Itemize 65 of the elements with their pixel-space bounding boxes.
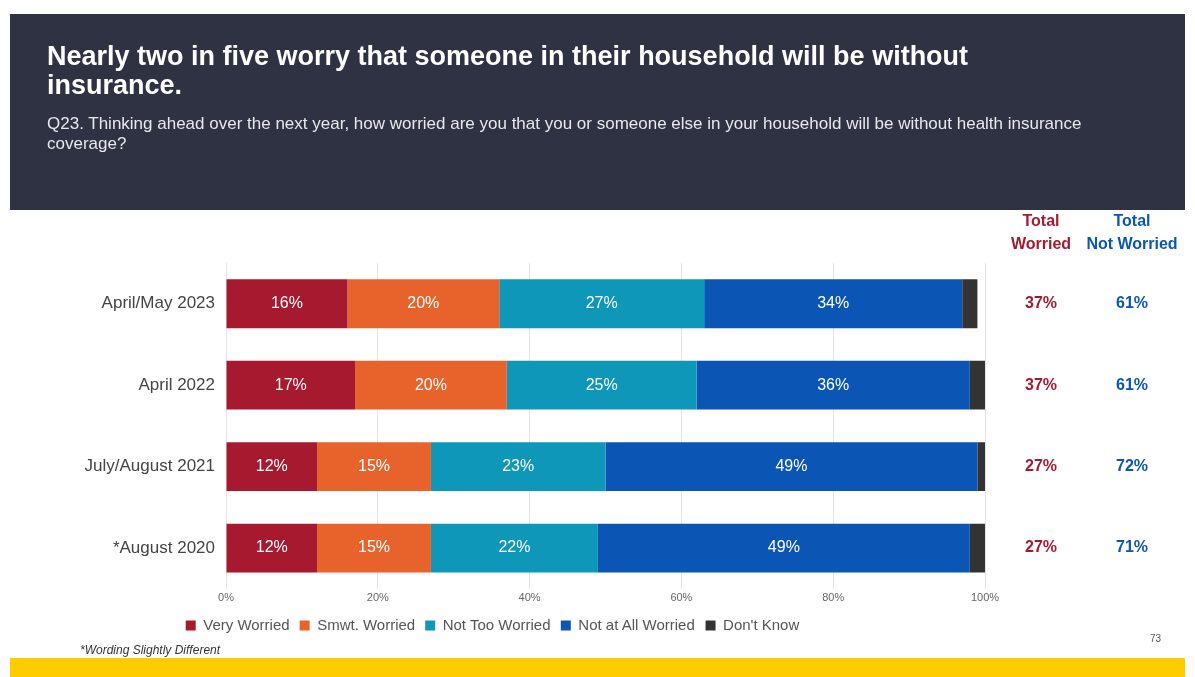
data-label: 16% (270, 294, 303, 312)
data-label: 20% (414, 375, 447, 393)
bar (226, 279, 348, 329)
data-label: 12% (255, 457, 288, 475)
y-tick-label: *August 2020 (112, 537, 215, 557)
x-tick-label: 40% (518, 591, 541, 604)
bar (430, 442, 606, 492)
bar (430, 523, 598, 573)
bar (317, 442, 431, 492)
bar (226, 360, 356, 410)
x-tick-label: 20% (366, 591, 390, 604)
text: 37% (1024, 375, 1058, 393)
text: 27% (1024, 538, 1058, 556)
text: Total Not Worried (1086, 212, 1178, 253)
bar (696, 360, 970, 410)
data-label: 27% (585, 294, 618, 312)
x-tick-label: 80% (822, 591, 845, 604)
bar (977, 442, 985, 492)
data-label: 25% (585, 375, 618, 393)
bar (962, 279, 978, 329)
y-tick-label: April 2022 (138, 374, 215, 394)
data-label: 15% (357, 538, 391, 556)
text: 27% (1024, 457, 1058, 475)
text: 61% (1115, 294, 1149, 312)
data-label: 15% (357, 457, 391, 475)
legend-label: Don't Know (723, 615, 800, 633)
legend-label: Not at All Worried (578, 615, 695, 633)
text: 71% (1115, 538, 1149, 556)
bar (605, 442, 978, 492)
x-tick-label: 100% (970, 591, 1000, 604)
data-label: 36% (817, 375, 850, 393)
bar (506, 360, 697, 410)
data-label: 22% (498, 538, 531, 556)
y-tick-label: April/May 2023 (101, 293, 215, 313)
bar (969, 523, 985, 573)
data-label: 20% (407, 294, 440, 312)
y-tick-label: July/August 2021 (84, 456, 215, 476)
text: Total Worried (1010, 212, 1072, 253)
legend-label: Smwt. Worried (317, 615, 416, 633)
text: 72% (1115, 457, 1149, 475)
text: 37% (1024, 294, 1058, 312)
text: 73 (1150, 633, 1162, 644)
bar (499, 279, 705, 329)
text: *Wording Slightly Different (80, 643, 221, 657)
bar (317, 523, 431, 573)
bar (226, 442, 318, 492)
chart-subtitle: Q23. Thinking ahead over the next year, how worried are you that you or someone else in your household will be without health insurance coverage? (47, 114, 1083, 154)
x-tick-label: 60% (670, 591, 693, 604)
bar (347, 279, 500, 329)
x-tick-label: 0% (218, 591, 235, 604)
legend-label: Not Too Worried (442, 615, 551, 633)
bar (597, 523, 970, 573)
bar (226, 523, 318, 573)
bar (969, 360, 985, 410)
data-label: 12% (255, 538, 288, 556)
data-label: 49% (767, 538, 800, 556)
data-label: 23% (502, 457, 535, 475)
data-label: 49% (775, 457, 808, 475)
bar (355, 360, 507, 410)
data-label: 34% (817, 294, 850, 312)
text: 61% (1115, 375, 1149, 393)
chart-title: Nearly two in five worry that someone in their household will be without insurance. (47, 41, 970, 100)
legend-label: Very Worried (203, 615, 290, 633)
data-label: 17% (274, 375, 307, 393)
bar (704, 279, 963, 329)
